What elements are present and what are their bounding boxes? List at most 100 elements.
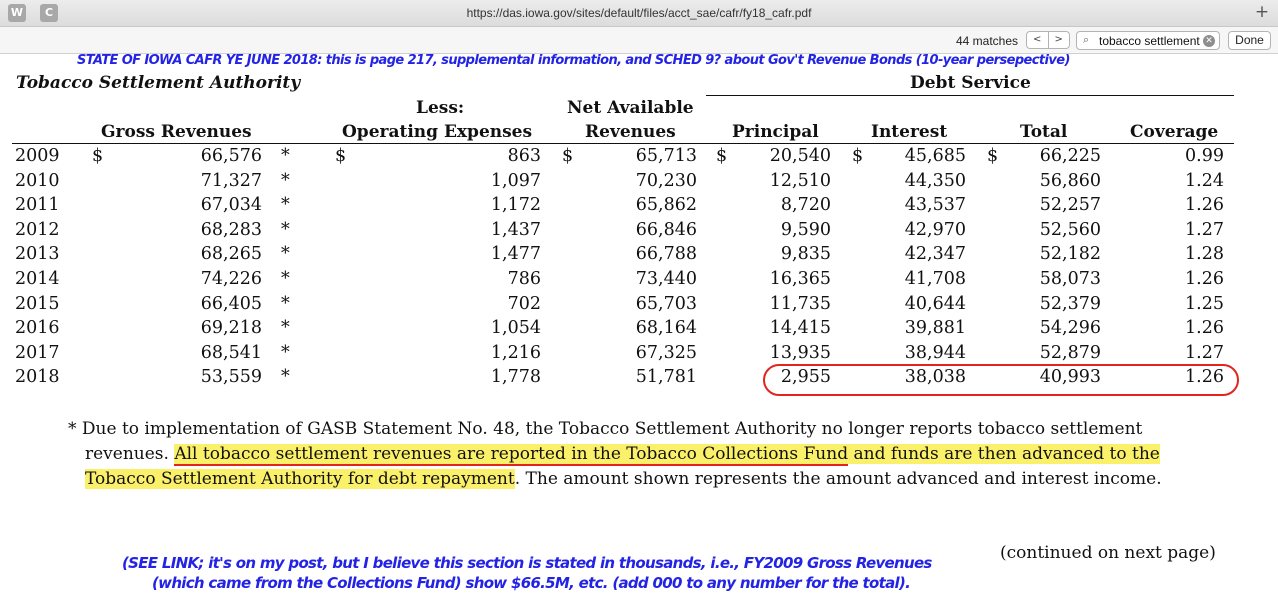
cell-year: 2014 bbox=[15, 268, 60, 289]
cell-operating-expenses: 1,097 bbox=[490, 170, 541, 191]
cell-year: 2013 bbox=[15, 244, 60, 265]
cell-interest: 41,708 bbox=[904, 268, 966, 289]
cell-asterisk: * bbox=[281, 170, 290, 191]
cell-total: 52,879 bbox=[1039, 342, 1101, 363]
header-coverage: Coverage bbox=[1130, 122, 1219, 142]
cell-net-available: 65,703 bbox=[635, 293, 697, 314]
cell-total: 52,379 bbox=[1039, 293, 1101, 314]
cell-net-available: 68,164 bbox=[635, 318, 697, 339]
cell-dollar-sign: $ bbox=[92, 146, 104, 166]
header-rule bbox=[12, 143, 1234, 144]
cell-asterisk: * bbox=[281, 293, 290, 314]
clear-search-icon[interactable]: ✕ bbox=[1203, 35, 1215, 47]
cell-principal: 9,835 bbox=[780, 244, 831, 265]
footnote-text: revenues. bbox=[85, 444, 175, 464]
continued-note: (continued on next page) bbox=[1000, 543, 1216, 563]
cell-dollar-sign: $ bbox=[716, 146, 728, 166]
cell-principal: 2,955 bbox=[780, 367, 831, 388]
find-previous-button[interactable]: < bbox=[1027, 32, 1049, 48]
cell-coverage: 1.27 bbox=[1185, 219, 1224, 240]
highlighted-text: and funds are then advanced to the bbox=[848, 444, 1160, 464]
cell-gross-revenues: 71,327 bbox=[200, 170, 262, 191]
cell-interest: 43,537 bbox=[904, 195, 966, 216]
cell-gross-revenues: 66,405 bbox=[200, 293, 262, 314]
footnote-line-3: Tobacco Settlement Authority for debt re… bbox=[85, 467, 1251, 492]
cell-coverage: 1.24 bbox=[1185, 170, 1224, 191]
cell-gross-revenues: 68,283 bbox=[200, 219, 262, 240]
cell-dollar-sign: $ bbox=[987, 146, 999, 166]
cell-coverage: 1.26 bbox=[1185, 268, 1224, 289]
w-button[interactable]: W bbox=[8, 4, 26, 22]
cell-principal: 16,365 bbox=[769, 268, 831, 289]
data-table: 2009 * $ $ $ $ $ $66,576 863 65,713 20,540 45,685 66… bbox=[0, 146, 1278, 392]
cell-coverage: 1.25 bbox=[1185, 293, 1224, 314]
cell-asterisk: * bbox=[281, 219, 290, 240]
org-title: Tobacco Settlement Authority bbox=[16, 73, 301, 93]
cell-interest: 42,970 bbox=[904, 219, 966, 240]
footnote: * Due to implementation of GASB Statemen… bbox=[68, 417, 1234, 492]
cell-year: 2010 bbox=[15, 170, 60, 191]
new-tab-button[interactable]: + bbox=[1254, 2, 1270, 22]
cell-total: 56,860 bbox=[1039, 170, 1101, 191]
cell-coverage: 1.26 bbox=[1185, 195, 1224, 216]
cell-year: 2016 bbox=[15, 318, 60, 339]
table-row: 2016 * 69,218 1,054 68,164 14,415 39,881 54,296… bbox=[0, 318, 1278, 343]
highlighted-underlined-text: All tobacco settlement revenues are repo… bbox=[174, 444, 849, 466]
find-next-button[interactable]: > bbox=[1054, 34, 1063, 45]
cell-total: 58,073 bbox=[1039, 268, 1101, 289]
annotation-bottom-line-1: (SEE LINK; it's on my post, but I believ… bbox=[122, 554, 932, 572]
cell-principal: 9,590 bbox=[780, 219, 831, 240]
c-button[interactable]: C bbox=[40, 4, 58, 22]
cell-dollar-sign: $ bbox=[335, 146, 347, 166]
cell-interest: 45,685 bbox=[904, 146, 966, 166]
header-operating-expenses: Operating Expenses bbox=[342, 122, 533, 142]
browser-title-bar: W C https://das.iowa.gov/sites/default/f… bbox=[0, 0, 1278, 27]
header-less: Less: bbox=[416, 98, 465, 118]
find-query[interactable]: tobacco settlement bbox=[1099, 34, 1200, 48]
annotation-top: STATE OF IOWA CAFR YE JUNE 2018: this is… bbox=[77, 53, 1070, 68]
search-icon: ⌕ bbox=[1083, 33, 1090, 46]
cell-operating-expenses: 702 bbox=[507, 293, 541, 314]
cell-asterisk: * bbox=[281, 268, 290, 289]
table-row: 2013 * 68,265 1,477 66,788 9,835 42,347 52,182 1… bbox=[0, 244, 1278, 269]
cell-operating-expenses: 786 bbox=[507, 268, 541, 289]
footnote-line-2: revenues. All tobacco settlement revenue… bbox=[85, 442, 1251, 467]
address-url[interactable]: https://das.iowa.gov/sites/default/files… bbox=[466, 6, 812, 20]
cell-gross-revenues: 68,541 bbox=[200, 342, 262, 363]
highlight-circle bbox=[763, 364, 1239, 396]
cell-coverage: 1.26 bbox=[1185, 367, 1224, 388]
cell-coverage: 1.28 bbox=[1185, 244, 1224, 265]
cell-net-available: 73,440 bbox=[635, 268, 697, 289]
header-total: Total bbox=[1020, 122, 1068, 142]
done-button[interactable]: Done bbox=[1228, 31, 1271, 50]
cell-year: 2012 bbox=[15, 219, 60, 240]
cell-dollar-sign: $ bbox=[562, 146, 574, 166]
cell-net-available: 66,846 bbox=[635, 219, 697, 240]
cell-gross-revenues: 68,265 bbox=[200, 244, 262, 265]
header-interest: Interest bbox=[871, 122, 948, 142]
cell-interest: 38,944 bbox=[904, 342, 966, 363]
find-search-field[interactable]: ⌕ tobacco settlement ✕ bbox=[1076, 31, 1220, 50]
debt-service-heading: Debt Service bbox=[910, 73, 1031, 93]
table-row: 2009 * $ $ $ $ $ $66,576 863 65,713 20,540 45,685 66… bbox=[0, 146, 1278, 171]
cell-net-available: 67,325 bbox=[635, 342, 697, 363]
cell-principal: 13,935 bbox=[769, 342, 831, 363]
cell-asterisk: * bbox=[281, 244, 290, 265]
cell-net-available: 65,862 bbox=[635, 195, 697, 216]
cell-principal: 11,735 bbox=[769, 293, 831, 314]
cell-total: 54,296 bbox=[1039, 318, 1101, 339]
cell-principal: 12,510 bbox=[769, 170, 831, 191]
cell-net-available: 51,781 bbox=[635, 367, 697, 388]
cell-net-available: 66,788 bbox=[635, 244, 697, 265]
match-count: 44 matches bbox=[956, 34, 1019, 48]
highlighted-text: Tobacco Settlement Authority for debt re… bbox=[85, 469, 515, 489]
header-revenues: Revenues bbox=[585, 122, 676, 142]
header-net-available: Net Available bbox=[567, 98, 694, 118]
cell-year: 2015 bbox=[15, 293, 60, 314]
cell-coverage: 0.99 bbox=[1185, 146, 1224, 166]
cell-operating-expenses: 1,477 bbox=[490, 244, 541, 265]
cell-asterisk: * bbox=[281, 146, 290, 166]
cell-total: 52,560 bbox=[1039, 219, 1101, 240]
cell-year: 2011 bbox=[15, 195, 60, 216]
cell-total: 40,993 bbox=[1039, 367, 1101, 388]
